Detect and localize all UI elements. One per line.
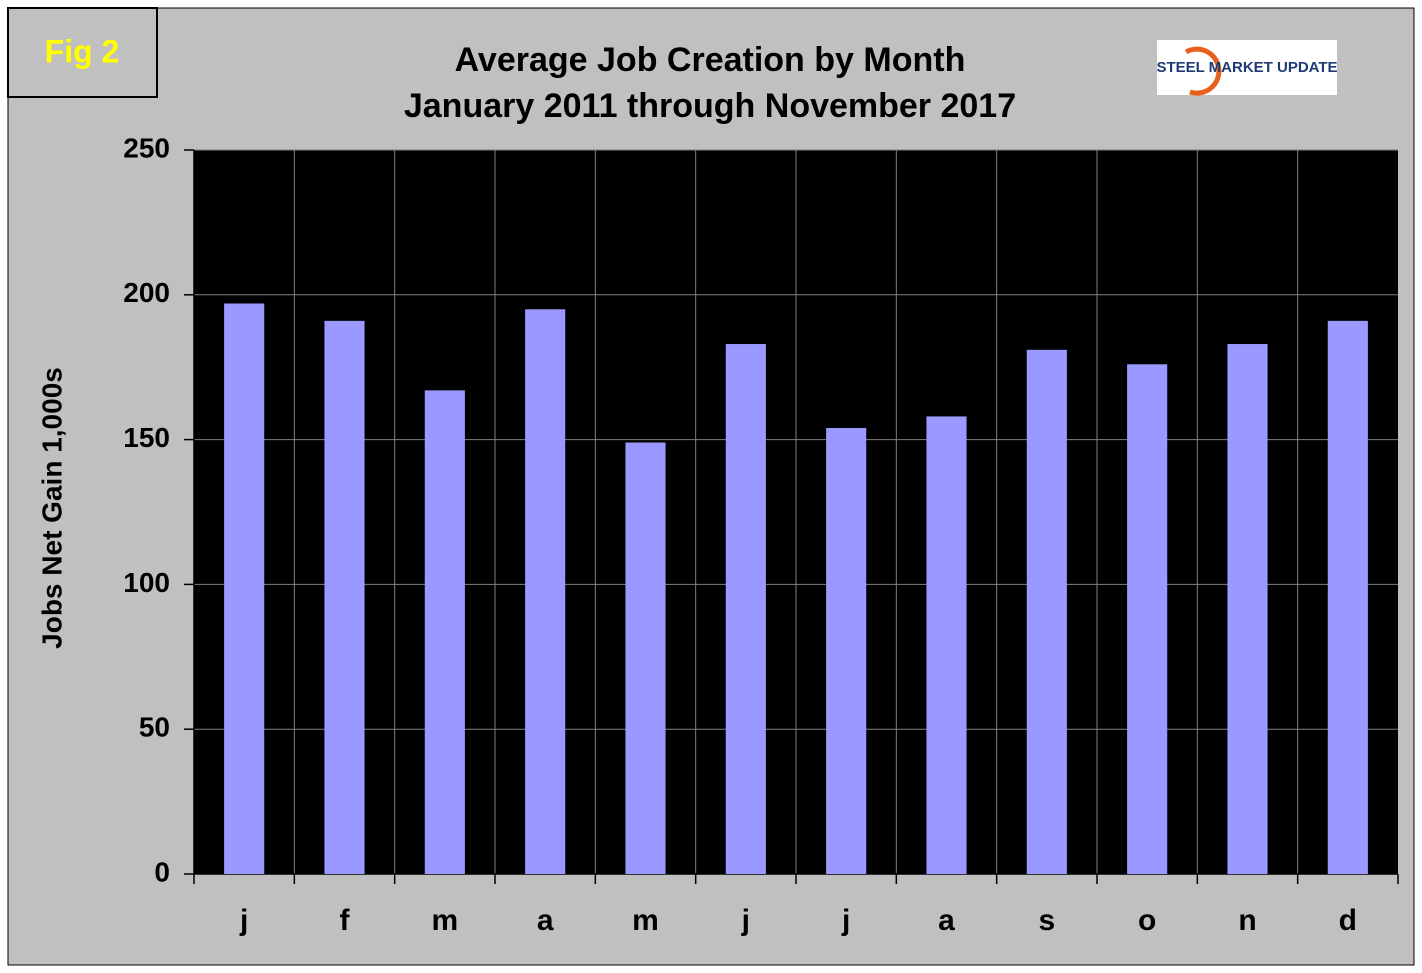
y-tick-label: 0	[154, 856, 170, 887]
x-tick-label: o	[1138, 904, 1156, 937]
y-tick-label: 200	[123, 277, 170, 308]
chart-title: Average Job Creation by Month	[455, 41, 966, 79]
bar	[424, 390, 465, 874]
bar	[725, 344, 766, 875]
x-tick-label: d	[1339, 904, 1357, 937]
x-tick-label: s	[1038, 904, 1055, 937]
x-tick-label: a	[938, 904, 955, 937]
x-tick-label: j	[841, 904, 850, 937]
fig-label: Fig 2	[45, 33, 120, 69]
logo-arc	[1184, 46, 1222, 96]
bar	[625, 442, 666, 874]
y-tick-label: 100	[123, 567, 170, 598]
bar	[324, 320, 365, 874]
bar	[826, 428, 867, 874]
x-tick-label: j	[239, 904, 248, 937]
bar	[926, 416, 967, 874]
x-tick-label: m	[431, 904, 458, 937]
x-tick-label: a	[537, 904, 554, 937]
x-tick-label: j	[741, 904, 750, 937]
x-tick-label: f	[340, 904, 351, 937]
logo-text: STEEL MARKET UPDATE	[1156, 59, 1337, 76]
y-tick-label: 250	[123, 132, 170, 163]
bar	[224, 303, 265, 874]
chart-subtitle: January 2011 through November 2017	[404, 87, 1016, 125]
x-tick-label: n	[1238, 904, 1256, 937]
y-tick-label: 150	[123, 422, 170, 453]
bar	[1127, 364, 1168, 874]
y-tick-label: 50	[139, 712, 170, 743]
fig-box	[7, 7, 158, 98]
logo: STEEL MARKET UPDATE	[1156, 40, 1338, 96]
bar	[525, 309, 566, 874]
y-axis-label: Jobs Net Gain 1,000s	[36, 367, 67, 649]
bar	[1327, 320, 1368, 874]
bar	[1227, 344, 1268, 875]
bar	[1026, 349, 1067, 875]
x-tick-label: m	[632, 904, 659, 937]
